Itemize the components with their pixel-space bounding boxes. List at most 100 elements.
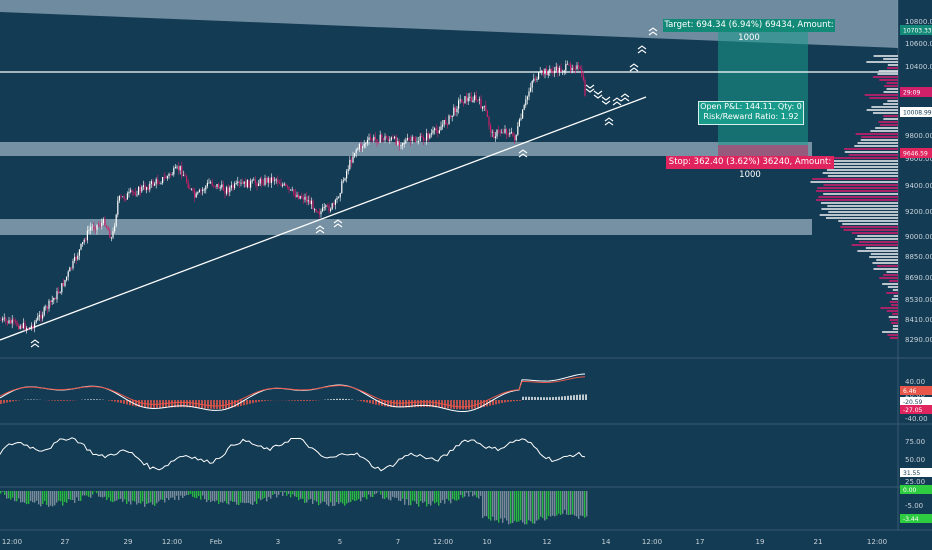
candle-body	[566, 63, 568, 65]
macd-histogram-bar	[258, 400, 260, 402]
volume-delta-bar	[494, 491, 496, 521]
candle-body	[286, 186, 288, 187]
volume-delta-bar	[74, 491, 76, 503]
open-pnl-box[interactable]: Open P&L: 144.11, Qty: 0 Risk/Reward Rat…	[698, 101, 804, 125]
target-label[interactable]: Target: 694.34 (6.94%) 69434, Amount: 10…	[663, 19, 835, 43]
up-arrow-icon	[315, 225, 325, 234]
chevron-stroke	[601, 100, 611, 105]
candle-body	[326, 205, 328, 207]
volume-delta-bar	[474, 491, 476, 496]
candle-body	[210, 182, 212, 184]
macd-histogram-bar	[417, 400, 419, 408]
volume-delta-bar	[182, 491, 184, 498]
candle-body	[438, 130, 440, 133]
candle-body	[34, 322, 36, 329]
time-tick-label: 27	[61, 538, 70, 546]
candle-body	[190, 188, 192, 190]
candle-body	[531, 81, 533, 88]
macd-histogram-bar	[333, 398, 335, 400]
candle-body	[266, 178, 268, 183]
volume-delta-bar	[552, 491, 554, 516]
volume-delta-bar	[400, 491, 402, 502]
volume-delta-bar	[4, 491, 6, 496]
candle-body	[291, 189, 293, 191]
macd-histogram-bar	[204, 400, 206, 409]
candle-body	[214, 185, 216, 187]
volume-delta-bar	[428, 491, 430, 505]
volume-delta-bar	[374, 491, 376, 495]
candle-body	[542, 70, 544, 75]
candle-body	[253, 179, 255, 181]
price-badge	[900, 107, 932, 117]
candle-body	[558, 68, 560, 73]
candle-body	[64, 279, 66, 286]
candle-body	[278, 182, 280, 184]
volume-profile-bar	[893, 295, 898, 297]
candle-body	[205, 186, 207, 190]
candle-body	[227, 187, 229, 193]
candle-body	[158, 183, 160, 185]
volume-profile-bar	[887, 286, 898, 288]
price-tick-label: 8410.00	[905, 316, 932, 324]
volume-delta-bar	[346, 491, 348, 504]
volume-delta-bar	[46, 491, 48, 505]
volume-profile-bar	[878, 121, 898, 123]
candle-body	[317, 211, 319, 213]
candle-body	[152, 181, 154, 186]
candle-body	[413, 136, 415, 139]
volume-delta-bar	[108, 491, 110, 498]
candle-body	[432, 130, 434, 134]
candle-body	[154, 183, 156, 186]
candle-body	[155, 179, 157, 184]
candle-body	[61, 283, 63, 293]
volume-profile-bar	[815, 199, 898, 201]
volume-delta-bar	[426, 491, 428, 507]
macd-histogram-bar	[111, 400, 113, 402]
candle-body	[336, 197, 338, 200]
candle-body	[237, 181, 239, 183]
volume-delta-bar	[402, 491, 404, 499]
time-tick-label: 12:00	[2, 538, 22, 546]
candle-body	[240, 182, 242, 184]
price-tick-label: 9400.00	[905, 182, 932, 190]
candle-body	[238, 181, 240, 184]
candle-body	[354, 153, 356, 157]
volume-profile-bar	[870, 253, 898, 255]
candle-body	[557, 66, 559, 73]
candle-body	[107, 227, 109, 231]
macd-histogram-bar	[297, 400, 299, 401]
volume-delta-bar	[198, 491, 200, 497]
volume-delta-bar	[6, 491, 8, 499]
volume-delta-bar	[218, 491, 220, 504]
volume-delta-bar	[130, 491, 132, 505]
stop-label[interactable]: Stop: 362.40 (3.62%) 36240, Amount: 1000	[666, 156, 834, 180]
volume-profile-bar	[892, 328, 898, 330]
candle-body	[136, 194, 138, 196]
candle-body	[123, 196, 125, 200]
candle-body	[474, 95, 476, 101]
volume-delta-bar	[128, 491, 130, 502]
candle-body	[198, 190, 200, 193]
volume-delta-bar	[50, 491, 52, 506]
macd-histogram-bar	[345, 398, 347, 400]
candle-body	[179, 165, 181, 171]
volume-delta-bar	[576, 491, 578, 517]
volume-delta-bar	[416, 491, 418, 504]
volume-delta-bar	[166, 491, 168, 499]
macd-histogram-bar	[90, 399, 92, 400]
chevron-stroke	[585, 84, 595, 89]
macd-histogram-bar	[255, 400, 257, 403]
candle-body	[421, 136, 423, 138]
chevron-stroke	[612, 97, 622, 102]
volume-delta-bar	[226, 491, 228, 504]
macd-histogram-bar	[393, 400, 395, 408]
macd-badge-text: -27.05	[903, 407, 923, 414]
macd-histogram-bar	[312, 400, 314, 401]
macd-histogram-bar	[15, 400, 17, 401]
volume-delta-bar	[362, 491, 364, 498]
macd-histogram-bar	[366, 400, 368, 403]
macd-histogram-bar	[246, 400, 248, 405]
candle-body	[526, 96, 528, 100]
candle-body	[419, 136, 421, 142]
